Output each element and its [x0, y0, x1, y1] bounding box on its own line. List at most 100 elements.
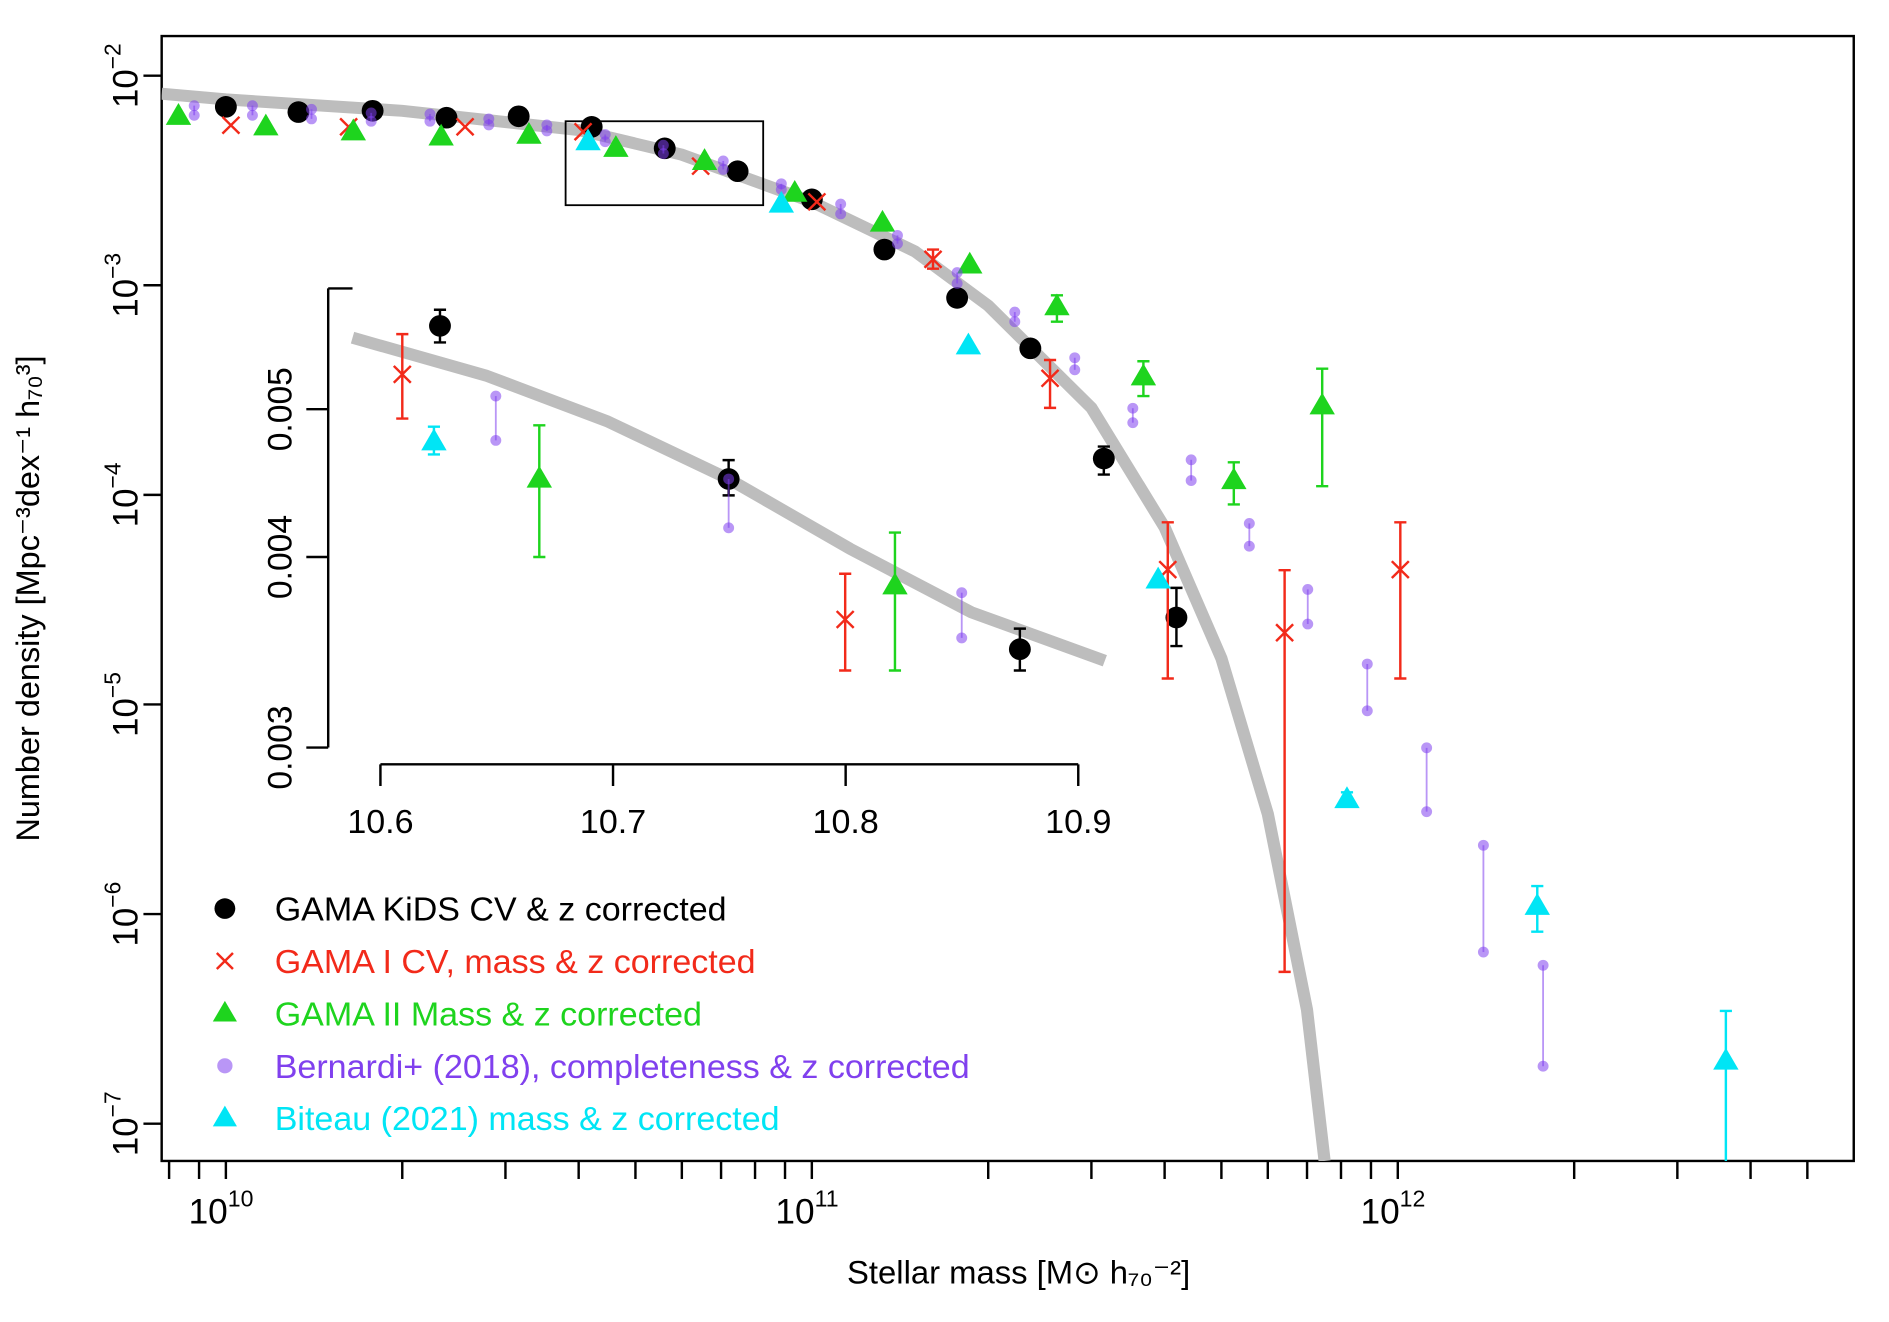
marker-dot [891, 238, 903, 250]
marker-dot [599, 129, 611, 140]
inset-y-tick-label: 0.005 [262, 367, 300, 451]
marker-circle [1165, 606, 1188, 629]
marker-triangle [869, 209, 896, 232]
marker-dot [188, 100, 200, 112]
error-bar [1161, 521, 1174, 680]
marker-triangle [882, 572, 908, 595]
marker-circle [429, 315, 451, 337]
x-tick-label: 1010 [189, 1186, 254, 1232]
y-axis-title: Number density [Mpc⁻³dex⁻¹ h₇₀³] [9, 355, 46, 841]
marker-dot [306, 103, 317, 115]
x-tick-exponent: 11 [815, 1186, 839, 1212]
marker-dot [1302, 583, 1314, 595]
marker-dot [1477, 839, 1489, 851]
marker-dot [1069, 364, 1081, 376]
marker-dot [246, 100, 258, 112]
marker-dot [1361, 658, 1373, 670]
y-tick-label: 10−5 [99, 672, 145, 737]
marker-dot [490, 434, 502, 446]
marker-dot [1009, 306, 1021, 318]
marker-dot [1477, 946, 1489, 958]
marker-triangle [1221, 467, 1247, 490]
marker-triangle [768, 190, 795, 213]
marker-dot [717, 155, 729, 167]
marker-dot [717, 164, 729, 175]
marker-triangle [212, 1000, 237, 1022]
marker-dot [483, 113, 495, 125]
marker-dot [1185, 454, 1197, 466]
error-bar [1719, 1009, 1732, 1161]
inset-x-tick-label: 10.8 [813, 803, 879, 841]
marker-triangle [603, 135, 629, 157]
marker-dot [951, 267, 963, 278]
error-bar [888, 531, 902, 672]
y-tick-exponent: −6 [99, 882, 125, 908]
marker-triangle [1334, 786, 1360, 809]
marker-cross [1275, 623, 1294, 642]
marker-circle [1092, 447, 1115, 470]
error-bar [533, 424, 546, 559]
marker-triangle [526, 465, 553, 488]
marker-dot [891, 229, 903, 241]
marker-dot [188, 109, 200, 121]
error-bar [1316, 367, 1329, 488]
marker-triangle [1713, 1047, 1739, 1070]
marker-circle [800, 188, 823, 211]
marker-circle [726, 160, 749, 183]
marker-circle [507, 105, 530, 128]
marker-cross [221, 115, 241, 135]
inset-x-tick-label: 10.7 [580, 803, 646, 841]
marker-dot [1243, 540, 1255, 552]
marker-dot [1302, 618, 1314, 630]
marker-dot [1537, 959, 1549, 971]
y-tick-exponent: −5 [99, 672, 125, 698]
y-tick-exponent: −2 [99, 43, 125, 69]
marker-triangle [340, 118, 367, 141]
marker-cross [455, 117, 475, 137]
zoom-box [564, 120, 765, 207]
marker-triangle [253, 113, 279, 136]
marker-dot [490, 390, 502, 402]
marker-dot [723, 473, 735, 485]
marker-cross [807, 192, 827, 212]
marker-triangle [955, 332, 982, 355]
marker-triangle [957, 251, 983, 274]
y-tick-label: 10−6 [99, 882, 145, 947]
marker-dot [365, 115, 377, 127]
y-tick-label: 10−3 [99, 253, 145, 318]
marker-dot [1185, 475, 1197, 486]
marker-dot [424, 108, 436, 120]
marker-circle [946, 287, 969, 309]
marker-triangle [691, 148, 718, 170]
inset-x-tick-label: 10.6 [347, 803, 413, 841]
marker-dot [1361, 705, 1373, 717]
marker-circle [580, 116, 603, 138]
error-bar [1394, 521, 1407, 680]
marker-triangle [1130, 363, 1157, 386]
marker-circle [214, 898, 236, 919]
marker-dot [956, 632, 968, 644]
legend: GAMA KiDS CV & z corrected GAMA I CV, mas… [212, 891, 970, 1138]
marker-dot [1127, 417, 1139, 429]
marker-cross [1040, 368, 1060, 388]
marker-cross [392, 365, 412, 384]
marker-dot [657, 148, 669, 159]
legend-label: GAMA KiDS CV & z corrected [275, 891, 727, 929]
marker-triangle [421, 428, 447, 451]
inset-y-tick-label: 0.003 [262, 705, 300, 789]
marker-dot [246, 109, 258, 121]
marker-triangle [1145, 566, 1171, 589]
inset-x-tick-label: 10.9 [1045, 803, 1111, 841]
legend-label: GAMA I CV, mass & z corrected [275, 943, 756, 981]
marker-cross [1390, 560, 1410, 579]
marker-dot [1537, 1060, 1549, 1072]
marker-circle [1008, 638, 1031, 661]
marker-triangle [212, 1105, 237, 1127]
marker-dot [365, 107, 377, 119]
marker-triangle [1044, 293, 1070, 316]
y-tick-exponent: −4 [99, 462, 125, 488]
inset-plot [350, 308, 1107, 672]
marker-dot [1243, 517, 1255, 529]
x-tick-label: 1011 [775, 1186, 838, 1232]
